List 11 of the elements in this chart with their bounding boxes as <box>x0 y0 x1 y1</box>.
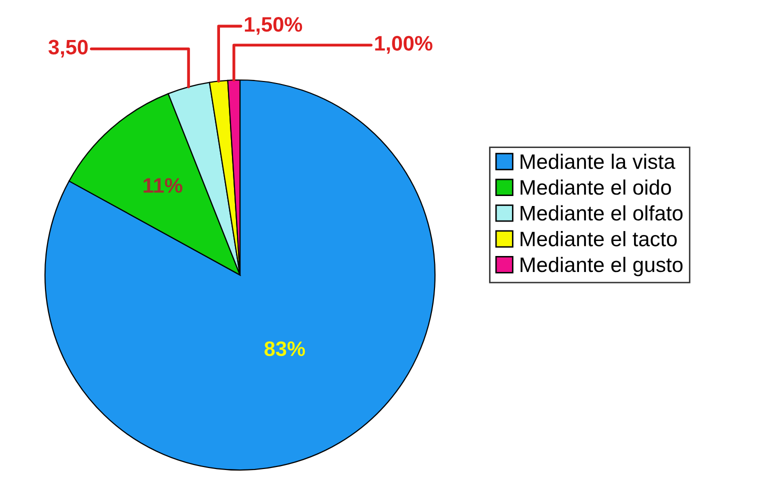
pie-slice <box>44 79 436 471</box>
legend-label: Mediante el gusto <box>520 256 683 276</box>
legend-label: Mediante el olfato <box>520 205 683 221</box>
data-label: 3,50 <box>48 40 88 58</box>
data-label: 1,00% <box>375 36 432 54</box>
legend-label: Mediante el oido <box>520 180 671 195</box>
data-label: 1,50% <box>244 17 302 35</box>
data-label: 83% <box>264 341 305 356</box>
legend-label: Mediante la vista <box>520 154 676 170</box>
data-label: 11% <box>144 178 182 193</box>
legend-label: Mediante el tacto <box>520 231 677 246</box>
